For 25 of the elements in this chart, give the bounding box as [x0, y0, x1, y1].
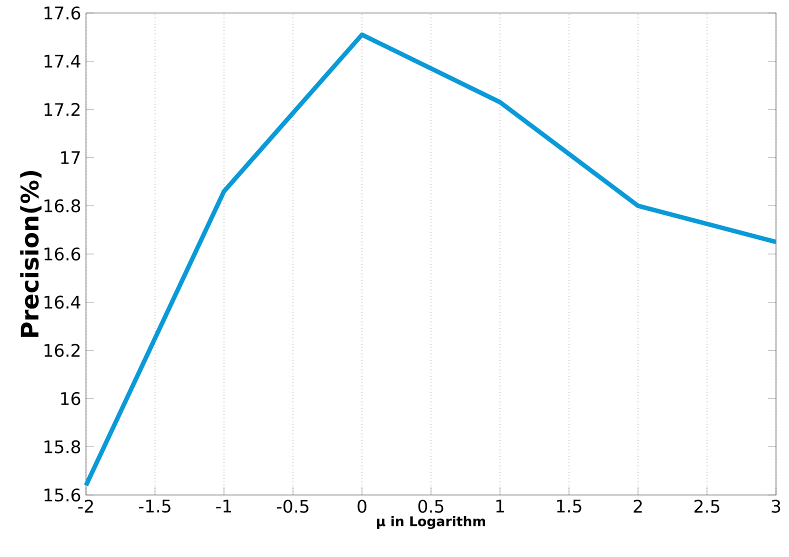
y-tick-label: 16.6 — [44, 247, 80, 261]
x-tick-label: -1 — [216, 500, 232, 512]
x-tick-label: -2 — [78, 500, 93, 513]
y-tick-label: 16.4 — [44, 296, 80, 309]
y-tick-label: 17.4 — [44, 54, 80, 68]
x-tick-label: 2 — [634, 500, 642, 513]
y-tick-label: 15.8 — [44, 440, 80, 454]
y-tick-label: 16 — [61, 392, 80, 406]
y-tick-label: 17.2 — [44, 102, 80, 116]
x-axis-title: μ in Logarithm — [377, 516, 486, 529]
x-tick-label: 0 — [358, 500, 366, 513]
y-tick-label: 17.6 — [44, 6, 80, 20]
y-tick-label: 16.8 — [44, 199, 80, 212]
y-tick-label: 15.6 — [44, 488, 80, 502]
y-axis-title: Precision(%) — [20, 170, 42, 337]
x-tick-label: -1.5 — [138, 500, 170, 513]
x-tick-label: 1 — [496, 500, 504, 512]
line-series — [84, 32, 778, 488]
x-tick-label: -0.5 — [276, 500, 308, 513]
y-tick-label: 17 — [61, 151, 80, 164]
x-tick-label: 2.5 — [694, 500, 720, 513]
x-tick-label: 0.5 — [418, 500, 444, 513]
x-tick-label: 1.5 — [557, 500, 582, 513]
y-tick-label: 16.2 — [44, 344, 80, 357]
x-tick-label: 3 — [772, 500, 780, 513]
